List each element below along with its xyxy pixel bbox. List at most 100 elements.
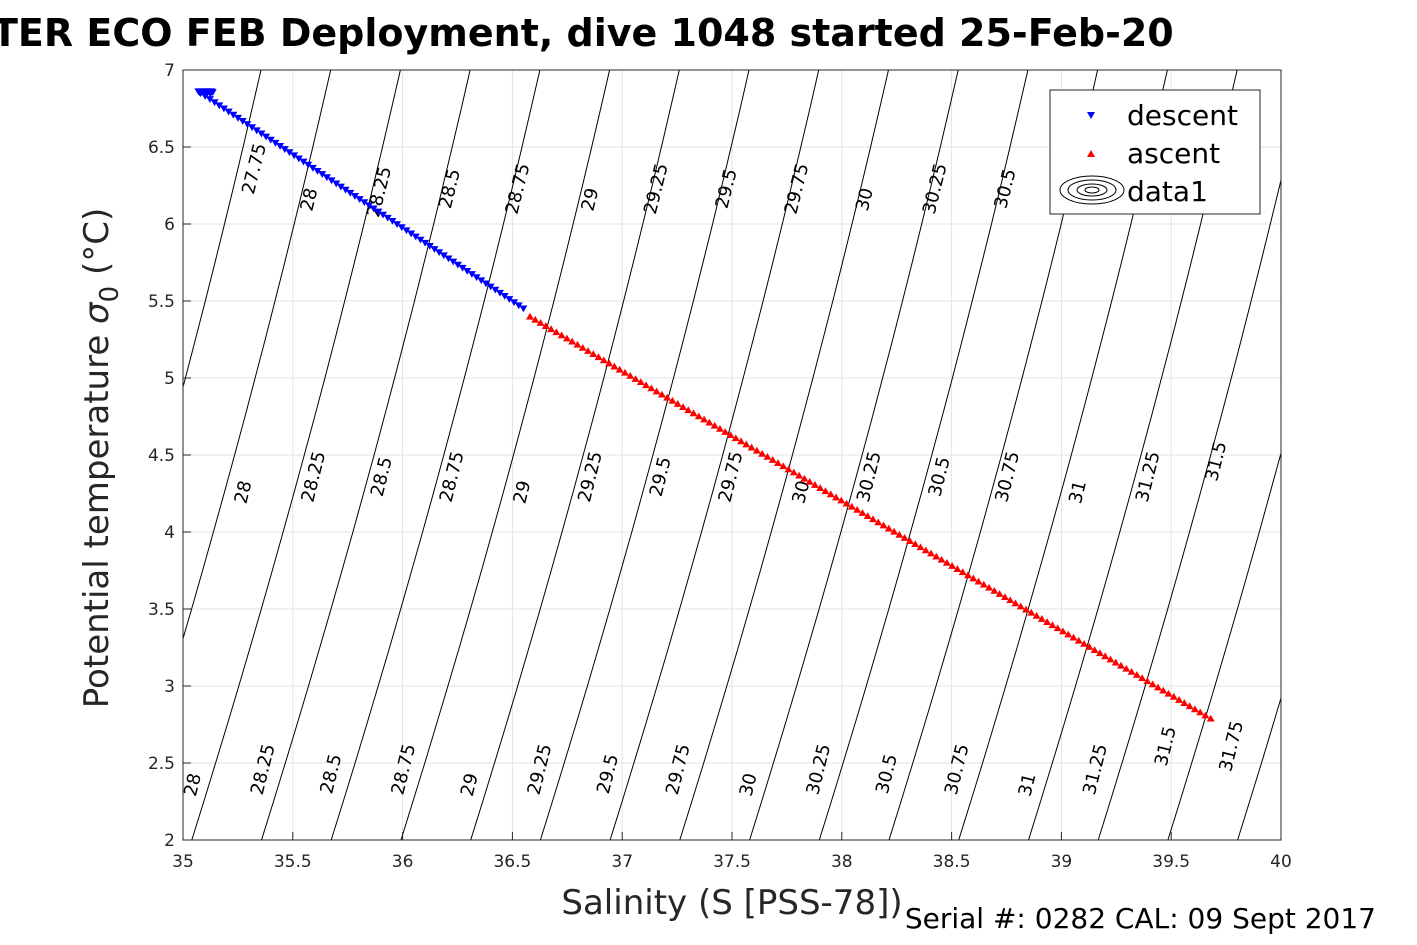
ascent-point: [858, 509, 867, 516]
descent-point: [486, 283, 495, 291]
descent-point: [322, 174, 331, 182]
ascent-point: [905, 537, 914, 544]
ascent-point: [1201, 711, 1210, 719]
descent-point: [472, 274, 481, 282]
chart-title: TER ECO FEB Deployment, dive 1048 starte…: [0, 11, 1174, 55]
ascent-point: [1011, 599, 1020, 607]
ascent-point: [948, 562, 957, 569]
y-tick-label: 6.5: [148, 138, 175, 158]
legend-descent-marker: [1087, 112, 1095, 119]
ascent-point: [937, 555, 946, 563]
ascent-point: [657, 390, 666, 398]
ascent-point: [694, 412, 703, 420]
descent-point: [210, 99, 219, 107]
ascent-point: [615, 365, 624, 373]
descent-point: [355, 196, 364, 203]
ascent-point: [1180, 699, 1189, 706]
ascent-point: [773, 459, 782, 467]
ascent-point: [1132, 671, 1141, 678]
descent-point: [219, 105, 228, 113]
isopycnal-line: [261, 70, 471, 840]
ascent-point: [737, 437, 746, 445]
ascent-point: [1090, 646, 1099, 653]
ascent-point: [1127, 668, 1136, 675]
ascent-point: [995, 590, 1004, 597]
descent-point: [360, 199, 369, 207]
legend-ascent-marker: [1087, 150, 1095, 157]
ascent-point: [552, 328, 561, 336]
ascent-point: [1138, 674, 1147, 682]
descent-point: [364, 202, 373, 210]
ascent-point: [1016, 602, 1025, 610]
ascent-point: [1159, 686, 1168, 694]
x-tick-label: 36: [392, 852, 414, 872]
descent-point: [341, 186, 350, 194]
descent-point: [449, 258, 458, 266]
x-tick-label: 38.5: [933, 852, 971, 872]
ascent-point: [1032, 611, 1041, 619]
ascent-point: [1101, 652, 1110, 660]
ascent-point: [541, 322, 550, 329]
ascent-point: [916, 543, 925, 551]
y-tick-label: 5: [164, 369, 175, 389]
ascent-point: [689, 409, 698, 417]
ascent-point: [895, 530, 904, 538]
ascent-point: [963, 571, 972, 579]
y-axis-title: Potential temperature σ0 (°C): [77, 208, 125, 708]
descent-point: [280, 146, 289, 153]
descent-point: [238, 118, 247, 125]
x-axis-ticks: 35 35.5 36 36.5 37 37.5 38 38.5 39 39.5 40: [172, 832, 1292, 872]
ascent-point: [874, 518, 883, 526]
ascent-point: [842, 499, 851, 507]
x-tick-label: 38: [831, 852, 853, 872]
descent-point: [308, 164, 317, 172]
ascent-point: [1074, 636, 1083, 644]
descent-point: [248, 124, 257, 132]
ascent-point: [721, 428, 730, 435]
y-tick-label: 7: [164, 61, 175, 81]
ascent-point: [1185, 702, 1194, 710]
ascent-point: [1148, 680, 1157, 688]
ascent-point: [626, 372, 635, 379]
y-tick-label: 6: [164, 215, 175, 235]
legend-data1-contour-icon: [1059, 175, 1125, 205]
ascent-point: [594, 353, 603, 361]
descent-point: [243, 121, 252, 128]
ascent-point: [547, 325, 556, 333]
ascent-point: [816, 484, 825, 491]
descent-point: [444, 255, 453, 263]
y-tick-label: 3: [164, 677, 175, 697]
descent-point: [336, 183, 345, 191]
descent-point: [294, 155, 303, 163]
ascent-point: [1164, 689, 1173, 697]
ascent-point: [742, 440, 751, 448]
ascent-point: [884, 524, 893, 532]
ascent-point: [1190, 705, 1199, 713]
isopycnal-line: [609, 70, 820, 840]
x-tick-label: 36.5: [493, 852, 531, 872]
descent-point: [402, 227, 411, 235]
ascent-point: [684, 406, 693, 414]
ascent-point: [673, 400, 682, 407]
ascent-point: [589, 350, 598, 357]
ascent-series: [525, 312, 1215, 722]
ascent-point: [1106, 655, 1115, 663]
descent-point: [407, 230, 416, 238]
ascent-point: [1095, 649, 1104, 657]
descent-point: [388, 218, 397, 225]
isopycnal-line: [183, 70, 262, 390]
ascent-point: [1006, 596, 1015, 604]
ascent-point: [979, 580, 988, 588]
descent-point: [215, 102, 224, 110]
ascent-point: [890, 527, 899, 535]
descent-point: [262, 133, 271, 141]
ascent-point: [847, 502, 856, 510]
descent-point: [393, 221, 402, 228]
descent-point: [500, 293, 509, 300]
ascent-point: [679, 403, 688, 410]
descent-point: [208, 89, 217, 97]
ascent-point: [647, 384, 656, 392]
isopycnal-line: [470, 70, 680, 840]
descent-point: [439, 252, 448, 260]
